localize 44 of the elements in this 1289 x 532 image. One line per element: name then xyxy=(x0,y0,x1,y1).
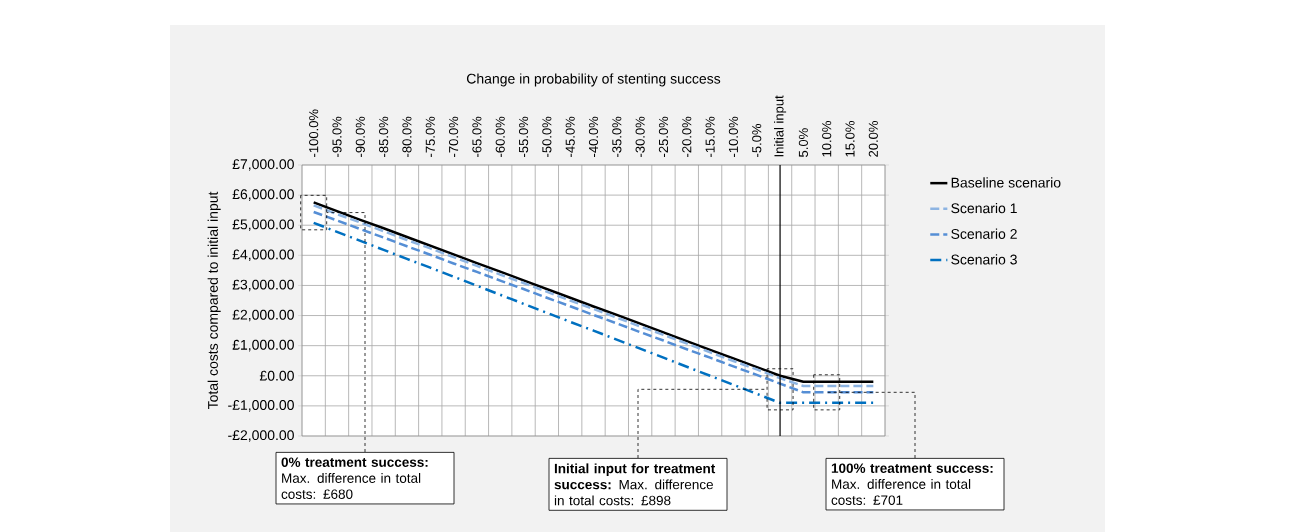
y-tick-label: -£1,000.00 xyxy=(228,400,294,412)
y-tick-label: £4,000.00 xyxy=(232,249,294,262)
legend-label: Scenario 1 xyxy=(951,202,1017,214)
x-tick-label: -100.0% xyxy=(309,109,319,157)
x-tick-label: -20.0% xyxy=(682,116,692,157)
x-tick-label: -15.0% xyxy=(705,116,715,157)
x-tick-label: -45.0% xyxy=(565,116,575,157)
annotation: 100% treatment success: Max. difference in total costs: £701 xyxy=(831,463,993,505)
y-tick-label: £5,000.00 xyxy=(232,219,294,231)
x-tick-label: -65.0% xyxy=(472,116,482,157)
y-axis-title: Total costs compared to initial input xyxy=(207,191,221,410)
text: Initial input for treatment success: Max. difference in total costs: £898 xyxy=(554,463,716,506)
y-tick-label: -£2,000.00 xyxy=(228,430,294,442)
x-tick-label: -70.0% xyxy=(448,116,459,157)
x-tick-label: Initial input xyxy=(774,95,787,157)
x-tick-label: -95.0% xyxy=(332,116,342,157)
x-tick-label: -5.0% xyxy=(752,123,762,157)
y-tick-label: £3,000.00 xyxy=(232,279,294,292)
x-tick-label: -40.0% xyxy=(588,116,599,157)
x-tick-label: -60.0% xyxy=(495,116,505,157)
x-tick-label: -25.0% xyxy=(658,116,669,157)
x-tick-label: -90.0% xyxy=(355,116,365,157)
y-tick-label: £1,000.00 xyxy=(232,339,294,352)
x-axis-title: Change in probability of stenting success xyxy=(466,73,721,87)
x-tick-label: -85.0% xyxy=(379,116,389,157)
x-tick-label: 15.0% xyxy=(845,121,855,157)
x-tick-label: 20.0% xyxy=(868,121,878,157)
y-tick-label: £7,000.00 xyxy=(232,159,294,171)
legend-label: Baseline scenario xyxy=(951,177,1061,188)
x-tick-label: 5.0% xyxy=(798,128,808,157)
x-tick-label: -55.0% xyxy=(518,116,529,157)
text: 0% treatment success: Max. difference in total costs: £680 xyxy=(281,457,428,499)
x-tick-label: -30.0% xyxy=(635,116,645,157)
x-tick-label: -75.0% xyxy=(425,116,435,157)
x-tick-label: 10.0% xyxy=(822,121,832,157)
legend-label: Scenario 3 xyxy=(951,254,1017,265)
x-tick-label: -50.0% xyxy=(542,116,552,157)
y-tick-label: £2,000.00 xyxy=(232,309,294,322)
x-tick-label: -10.0% xyxy=(728,116,739,157)
y-tick-label: £0.00 xyxy=(259,370,294,381)
y-tick-label: £6,000.00 xyxy=(232,189,294,201)
x-tick-label: -80.0% xyxy=(402,116,412,157)
x-tick-label: -35.0% xyxy=(612,116,622,157)
legend-label: Scenario 2 xyxy=(951,228,1017,239)
